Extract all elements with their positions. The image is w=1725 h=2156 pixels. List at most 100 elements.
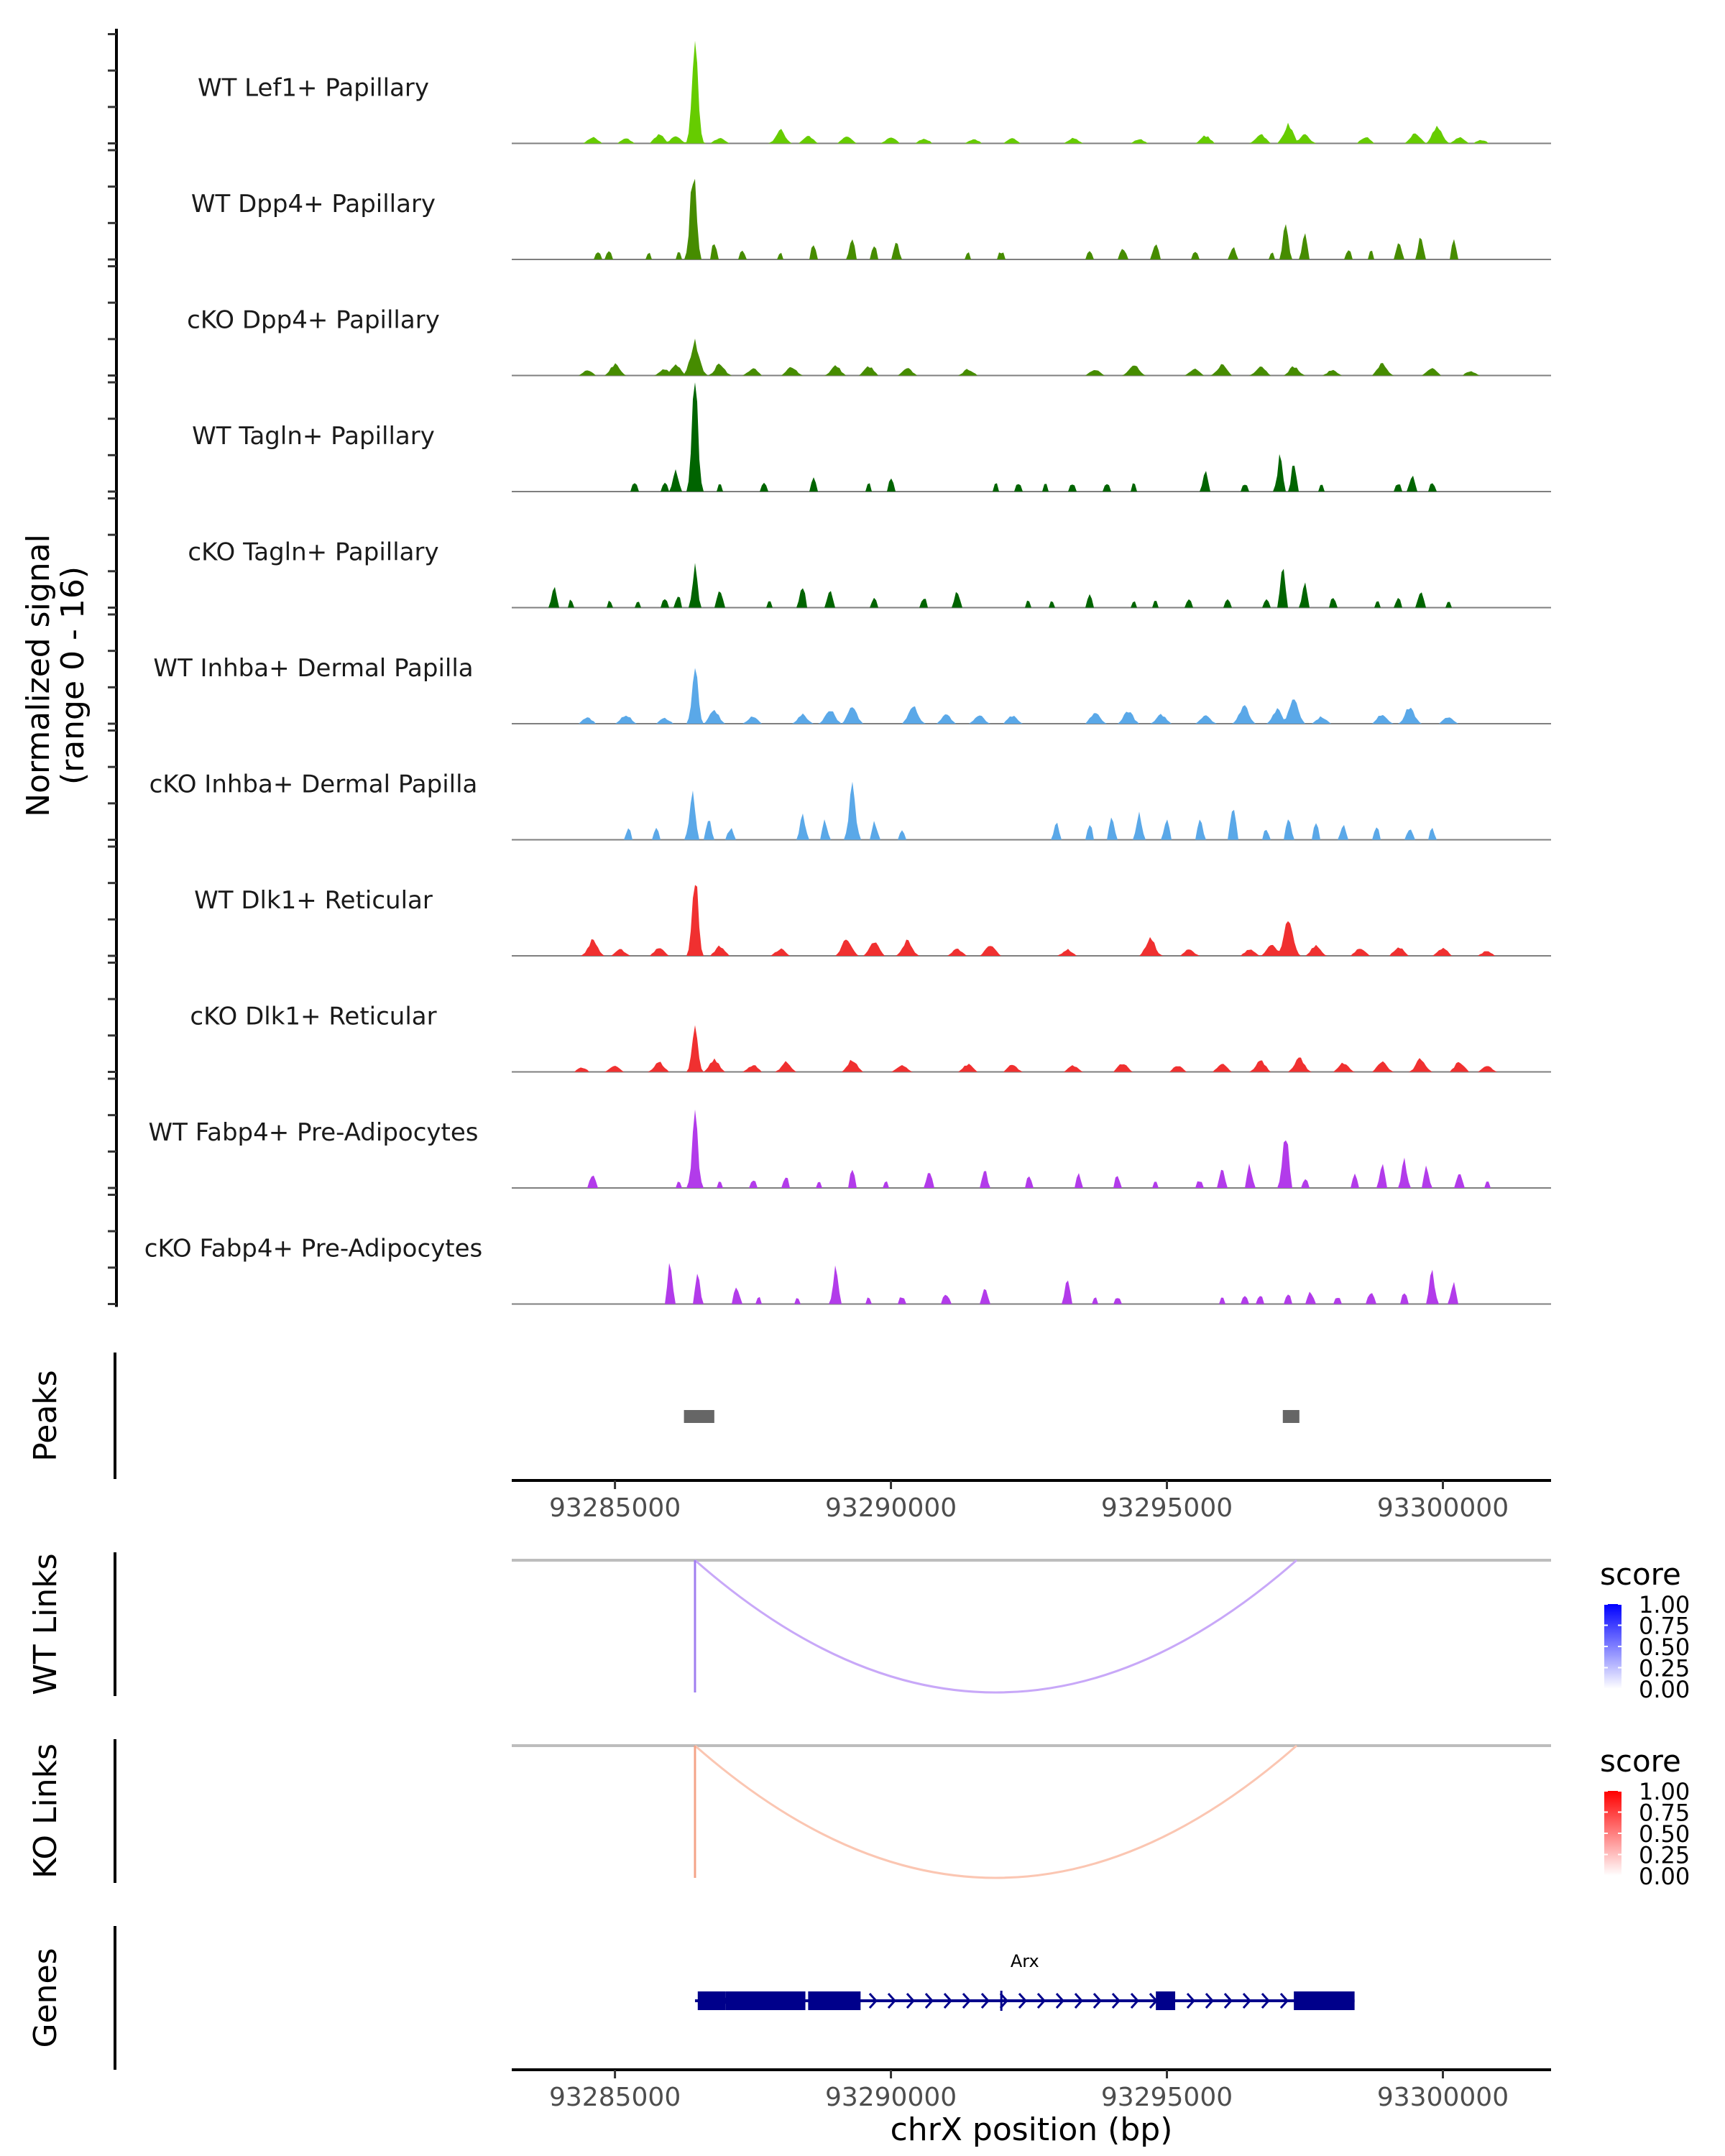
- strand-arrow: [1261, 1992, 1270, 2009]
- x-axis-top: 93285000 93290000 93295000 93300000: [512, 1479, 1551, 1523]
- gene-exon: [808, 1991, 861, 2010]
- track: WT Dlk1+ Reticular: [194, 885, 1551, 957]
- genes-label: Genes: [27, 1948, 64, 2047]
- strand-arrow: [1018, 1992, 1027, 2009]
- colorbar-tick-label: 0.25: [1639, 1842, 1690, 1869]
- x-tick-label: 93300000: [1377, 1493, 1509, 1523]
- wt-score-legend: score 1.000.750.500.250.00: [1600, 1557, 1690, 1703]
- track: cKO Inhba+ Dermal Papilla: [150, 770, 1551, 841]
- track: WT Dpp4+ Papillary: [191, 178, 1551, 260]
- wt-links-label: WT Links: [27, 1553, 64, 1695]
- wt-legend-colorbar: 1.000.750.500.250.00: [1604, 1591, 1690, 1703]
- strand-arrow: [868, 1992, 878, 2009]
- strand-arrow: [1074, 1992, 1083, 2009]
- signal-area: [512, 382, 1551, 492]
- gene-exon: [725, 1991, 806, 2010]
- peak-region: [684, 1410, 714, 1423]
- gene-exon: [1156, 1991, 1176, 2010]
- strand-arrow: [1242, 1992, 1251, 2009]
- signal-area: [512, 178, 1551, 259]
- ko-link-arcs: [512, 1744, 1551, 1879]
- track-label: cKO Tagln+ Papillary: [188, 538, 438, 567]
- peaks-label: Peaks: [27, 1370, 64, 1461]
- colorbar-tick-label: 0.50: [1639, 1820, 1690, 1848]
- strand-arrow: [1055, 1992, 1064, 2009]
- signal-area: [512, 1109, 1551, 1188]
- colorbar-tick-label: 1.00: [1639, 1778, 1690, 1805]
- ko-links-label: KO Links: [27, 1743, 64, 1879]
- strand-arrow: [980, 1992, 990, 2009]
- genes-panel: Genes Arx: [27, 1926, 1355, 2070]
- track-label: cKO Dlk1+ Reticular: [190, 1003, 436, 1031]
- track-label: WT Dlk1+ Reticular: [194, 886, 433, 915]
- track: cKO Dpp4+ Papillary: [187, 306, 1551, 377]
- signal-area: [512, 885, 1551, 956]
- strand-arrow: [1036, 1992, 1046, 2009]
- peak-region: [1282, 1410, 1300, 1423]
- strand-arrow: [887, 1992, 896, 2009]
- signal-y-axis: [108, 29, 118, 1307]
- signal-area: [512, 1025, 1551, 1072]
- x-tick-label: 93290000: [825, 2083, 957, 2112]
- strand-arrow: [1111, 1992, 1121, 2009]
- colorbar-tick-label: 0.25: [1639, 1655, 1690, 1682]
- strand-arrow: [1186, 1992, 1195, 2009]
- strand-arrow: [1092, 1992, 1102, 2009]
- colorbar-tick-label: 0.75: [1639, 1613, 1690, 1640]
- strand-arrow: [906, 1992, 915, 2009]
- signal-y-axis-title: Normalized signal (range 0 - 16): [20, 534, 91, 817]
- track: WT Lef1+ Papillary: [198, 40, 1551, 144]
- wt-legend-title: score: [1600, 1557, 1681, 1592]
- track-label: WT Tagln+ Papillary: [192, 422, 435, 451]
- x-tick-label: 93290000: [825, 1493, 957, 1523]
- gene-name: Arx: [1011, 1951, 1039, 1971]
- strand-arrow: [1205, 1992, 1214, 2009]
- signal-area: [512, 40, 1551, 144]
- colorbar-tick-label: 0.00: [1639, 1863, 1690, 1890]
- track: cKO Fabp4+ Pre-Adipocytes: [144, 1235, 1551, 1305]
- track: cKO Tagln+ Papillary: [188, 538, 1551, 609]
- x-tick-label: 93285000: [549, 2083, 681, 2112]
- track-label: WT Inhba+ Dermal Papilla: [153, 654, 473, 683]
- track-label: cKO Dpp4+ Papillary: [187, 306, 440, 335]
- colorbar-tick-label: 0.50: [1639, 1634, 1690, 1661]
- ko-legend-colorbar: 1.000.750.500.250.00: [1604, 1778, 1690, 1890]
- ko-links-panel: KO Links: [27, 1739, 1551, 1883]
- x-axis-title: chrX position (bp): [891, 2111, 1173, 2148]
- strand-arrow: [962, 1992, 971, 2009]
- colorbar-tick-label: 0.75: [1639, 1800, 1690, 1827]
- signal-tracks: WT Lef1+ Papillary WT Dpp4+ Papillary cKO …: [144, 40, 1551, 1305]
- track: WT Tagln+ Papillary: [192, 382, 1551, 492]
- strand-arrow: [1279, 1992, 1289, 2009]
- signal-area: [512, 781, 1551, 840]
- signal-area: [512, 563, 1551, 608]
- ko-score-legend: score 1.000.750.500.250.00: [1600, 1743, 1690, 1890]
- x-tick-label: 93285000: [549, 1493, 681, 1523]
- signal-area: [512, 668, 1551, 724]
- gene-models: Arx: [694, 1951, 1355, 2011]
- strand-arrow: [943, 1992, 952, 2009]
- signal-area: [512, 338, 1551, 376]
- x-tick-label: 93295000: [1101, 2083, 1233, 2112]
- colorbar-tick-label: 1.00: [1639, 1591, 1690, 1618]
- x-tick-label: 93295000: [1101, 1493, 1233, 1523]
- wt-links-panel: WT Links: [27, 1552, 1551, 1696]
- strand-arrow: [924, 1992, 934, 2009]
- strand-arrow: [1130, 1992, 1139, 2009]
- strand-arrow: [999, 1992, 1008, 2009]
- track-label: cKO Fabp4+ Pre-Adipocytes: [144, 1235, 483, 1263]
- gene-exon: [1294, 1991, 1355, 2010]
- wt-link-arcs: [512, 1559, 1551, 1694]
- peak-regions: [684, 1410, 1300, 1423]
- ylabel-line-2: (range 0 - 16): [55, 566, 91, 785]
- colorbar-tick-label: 0.00: [1639, 1676, 1690, 1703]
- peaks-panel: Peaks: [27, 1353, 1300, 1479]
- strand-arrow: [1223, 1992, 1233, 2009]
- gene-exon: [697, 1991, 726, 2010]
- track: WT Inhba+ Dermal Papilla: [153, 654, 1551, 724]
- track-label: WT Fabp4+ Pre-Adipocytes: [149, 1118, 479, 1147]
- track-label: WT Lef1+ Papillary: [198, 74, 429, 103]
- link-arc: [694, 1559, 1297, 1694]
- link-arc: [694, 1744, 1297, 1879]
